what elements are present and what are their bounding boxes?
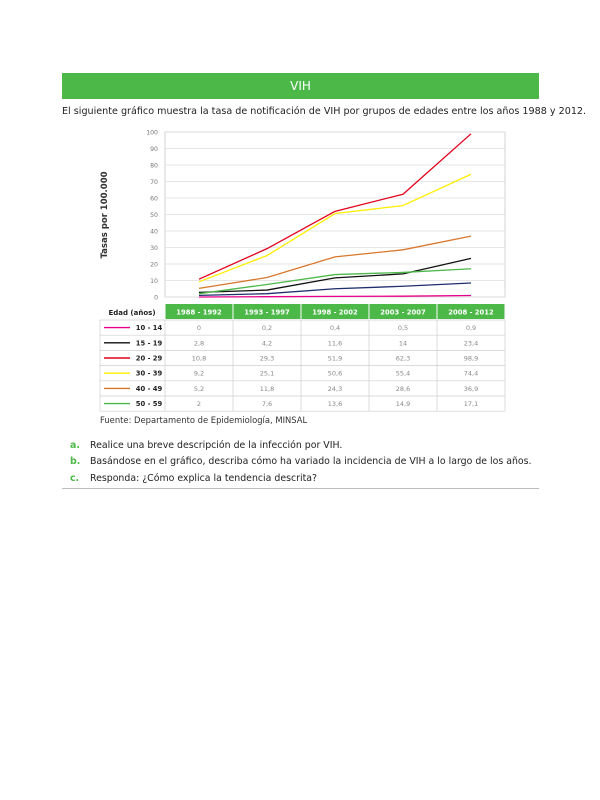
data-label: 2,8 — [194, 339, 204, 347]
data-label: 4,2 — [262, 339, 272, 347]
series-line-unlabeled — [198, 282, 472, 296]
category-label: 1988 - 1992 — [176, 309, 222, 317]
series-lines — [198, 133, 472, 298]
series-line-30-39 — [198, 173, 472, 283]
legend-label: 40 - 49 — [136, 385, 163, 393]
banner-title: VIH — [290, 79, 311, 93]
data-label: 7,6 — [262, 400, 272, 408]
question-text: Realice una breve descripción de la infe… — [90, 439, 343, 451]
data-label: 2 — [197, 400, 201, 408]
table-header-label: Edad (años) — [108, 309, 155, 317]
data-label: 0,4 — [330, 324, 340, 332]
y-tick-label: 20 — [150, 262, 158, 269]
series-line-20-29 — [198, 133, 472, 280]
data-label: 14 — [399, 339, 407, 347]
bottom-divider — [62, 488, 539, 489]
question-letter: a. — [70, 439, 80, 451]
y-tick-label: 60 — [150, 196, 158, 203]
y-tick-label: 100 — [146, 130, 158, 137]
table-header-cell — [369, 304, 437, 319]
source-note: Fuente: Departamento de Epidemiología, M… — [100, 415, 308, 425]
table-header-cell — [301, 304, 369, 319]
table-header-cell — [437, 304, 505, 319]
data-label: 0,2 — [262, 324, 272, 332]
series-line-40-49 — [198, 235, 472, 290]
category-label: 1993 - 1997 — [244, 309, 290, 317]
data-label: 25,1 — [260, 370, 274, 378]
y-tick-label: 50 — [150, 212, 158, 219]
y-tick-label: 10 — [150, 278, 158, 285]
legend-label: 50 - 59 — [136, 400, 163, 408]
question-item: b. Basándose en el gráfico, describa cóm… — [70, 454, 532, 471]
question-item: c. Responda: ¿Cómo explica la tendencia … — [70, 470, 532, 487]
data-label: 29,3 — [260, 355, 274, 363]
data-label: 14,9 — [396, 400, 410, 408]
data-label: 11,8 — [260, 385, 274, 393]
y-tick-label: 40 — [150, 229, 158, 236]
y-tick-label: 70 — [150, 179, 158, 186]
section-banner: VIH — [62, 73, 539, 99]
legend-label: 20 - 29 — [136, 355, 163, 363]
data-label: 13,6 — [328, 400, 342, 408]
data-table: Edad (años) 1988 - 1992 1993 - 1997 1998 - … — [99, 304, 506, 412]
legend-label: 10 - 14 — [136, 324, 163, 332]
series-line-15-19 — [198, 257, 472, 294]
question-text: Responda: ¿Cómo explica la tendencia des… — [90, 472, 317, 484]
data-label: 0 — [197, 324, 201, 332]
data-label: 11,6 — [328, 339, 342, 347]
question-letter: b. — [70, 456, 81, 468]
data-label: 36,9 — [464, 385, 478, 393]
category-label: 2003 - 2007 — [380, 309, 426, 317]
data-label: 24,3 — [328, 385, 342, 393]
series-line-10-14 — [198, 294, 472, 298]
data-label: 62,3 — [396, 355, 410, 363]
y-tick-label: 90 — [150, 146, 158, 153]
question-letter: c. — [70, 472, 80, 484]
y-axis-label: Tasas por 100.000 — [100, 171, 110, 258]
question-list: a. Realice una breve descripción de la i… — [70, 437, 532, 487]
series-line-50-59 — [198, 268, 472, 295]
data-label: 51,9 — [328, 355, 342, 363]
y-tick-label: 0 — [154, 295, 158, 302]
category-label: 1998 - 2002 — [312, 309, 358, 317]
question-item: a. Realice una breve descripción de la i… — [70, 437, 532, 454]
y-tick-label: 30 — [150, 245, 158, 252]
data-label: 74,4 — [464, 370, 478, 378]
category-label: 2008 - 2012 — [448, 309, 494, 317]
data-label: 23,4 — [464, 339, 478, 347]
data-label: 9,2 — [194, 370, 204, 378]
legend-label: 30 - 39 — [136, 370, 163, 378]
data-label: 28,6 — [396, 385, 410, 393]
question-text: Basándose en el gráfico, describa cómo h… — [90, 456, 532, 468]
data-label: 0,5 — [398, 324, 408, 332]
data-label: 0,9 — [466, 324, 476, 332]
data-label: 55,4 — [396, 370, 410, 378]
data-label: 17,1 — [464, 400, 478, 408]
data-label: 10,8 — [192, 355, 206, 363]
chart-grid — [164, 131, 506, 298]
y-tick-label: 80 — [150, 163, 158, 170]
data-label: 5,2 — [194, 385, 204, 393]
table-header-cell — [165, 304, 233, 319]
intro-text: El siguiente gráfico muestra la tasa de … — [62, 106, 587, 117]
data-label: 50,6 — [328, 370, 342, 378]
data-label: 98,9 — [464, 355, 478, 363]
y-tick-labels: 0 10 20 30 40 50 60 70 80 90 100 — [146, 130, 158, 302]
table-header-cell — [233, 304, 301, 319]
legend-label: 15 - 19 — [136, 339, 163, 347]
